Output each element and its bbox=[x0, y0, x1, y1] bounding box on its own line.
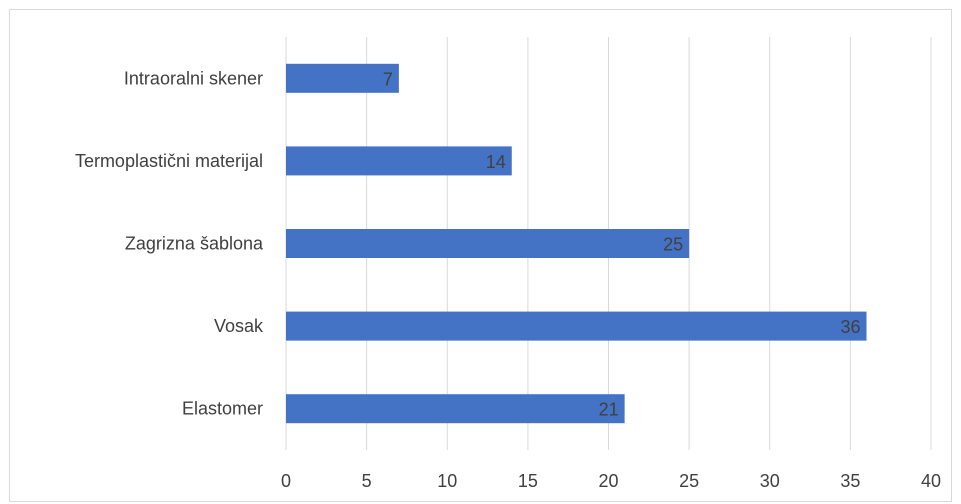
x-tick-label: 10 bbox=[437, 471, 457, 491]
bar bbox=[286, 394, 625, 424]
x-tick-label: 25 bbox=[679, 471, 699, 491]
data-label: 14 bbox=[486, 152, 506, 172]
category-label: Termoplastični materijal bbox=[75, 151, 263, 171]
x-tick-label: 35 bbox=[840, 471, 860, 491]
bar bbox=[286, 311, 867, 341]
x-tick-labels: 0 5 10 15 20 25 30 35 40 bbox=[281, 471, 941, 491]
x-tick-label: 0 bbox=[281, 471, 291, 491]
category-label: Elastomer bbox=[182, 399, 263, 419]
x-tick-label: 40 bbox=[921, 471, 941, 491]
bars bbox=[286, 63, 867, 424]
x-tick-label: 15 bbox=[518, 471, 538, 491]
bar bbox=[286, 146, 512, 176]
data-label: 36 bbox=[840, 317, 860, 337]
data-label: 7 bbox=[383, 69, 393, 89]
x-tick-label: 5 bbox=[362, 471, 372, 491]
data-labels: 21 36 25 14 7 bbox=[383, 69, 861, 419]
bar bbox=[286, 229, 690, 258]
data-label: 25 bbox=[663, 235, 683, 255]
category-label: Intraoralni skener bbox=[124, 68, 263, 88]
category-labels: Elastomer Vosak Zagrizna šablona Termoplast… bbox=[75, 68, 264, 418]
x-tick-label: 30 bbox=[760, 471, 780, 491]
data-label: 21 bbox=[599, 400, 619, 420]
category-label: Zagrizna šablona bbox=[125, 234, 264, 254]
category-label: Vosak bbox=[214, 316, 264, 336]
bar bbox=[286, 63, 399, 93]
x-tick-label: 20 bbox=[598, 471, 618, 491]
